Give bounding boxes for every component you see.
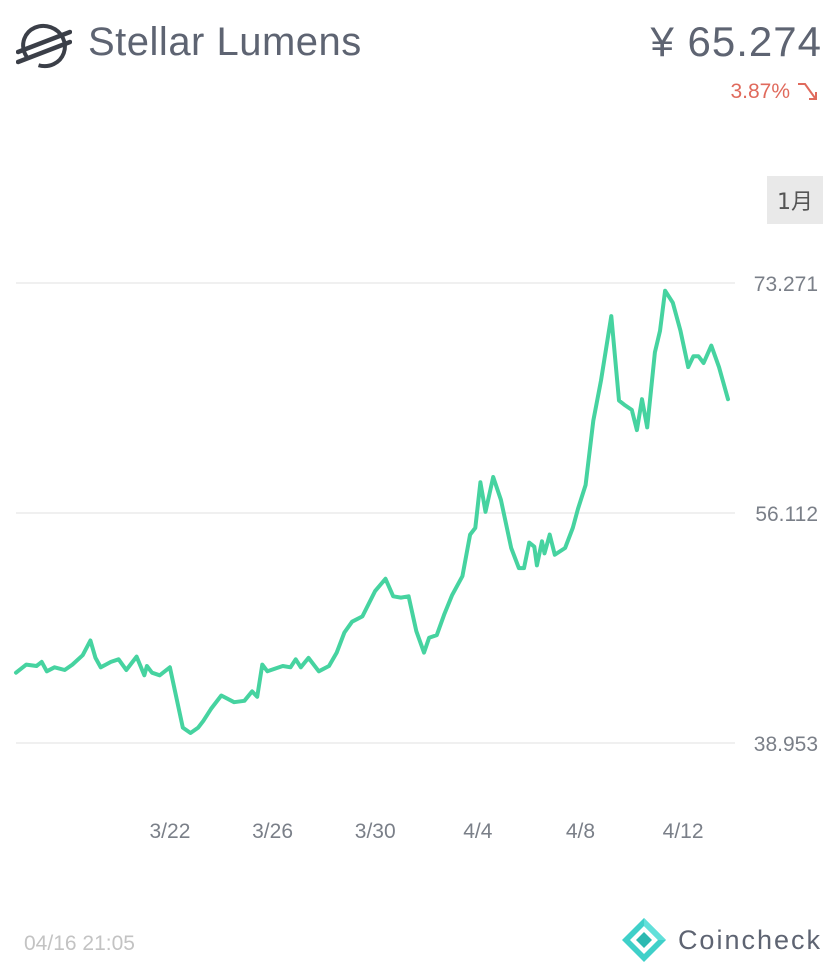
current-price: ¥ 65.274 [650,18,822,65]
price-change: 3.87% [730,80,822,104]
price-line-chart: 73.271 56.112 38.953 3/22 3/26 3/30 4/4 4/8 4/12 [14,273,818,843]
x-tick-label: 4/8 [566,820,595,843]
header: Stellar Lumens ¥ 65.274 3.87% [0,0,840,110]
x-tick-label: 3/22 [150,820,191,843]
period-1-month-button[interactable]: 1月 [767,176,823,224]
coincheck-brand[interactable]: Coincheck [620,916,822,964]
y-tick-label: 38.953 [754,733,818,756]
price-series-line [14,288,730,735]
x-tick-label: 4/12 [663,820,704,843]
x-tick-label: 3/26 [252,820,293,843]
trend-down-arrow-icon [798,83,817,100]
coincheck-diamond-icon [621,918,666,962]
x-tick-label: 3/30 [355,820,396,843]
timestamp: 04/16 21:05 [24,932,135,955]
stellar-logo-icon [16,23,72,69]
y-tick-label: 56.112 [755,503,818,526]
price-change-value: 3.87% [730,80,790,103]
x-tick-label: 4/4 [463,820,493,843]
brand-name: Coincheck [677,924,822,955]
y-tick-label: 73.271 [754,273,818,296]
coin-name: Stellar Lumens [88,20,362,64]
